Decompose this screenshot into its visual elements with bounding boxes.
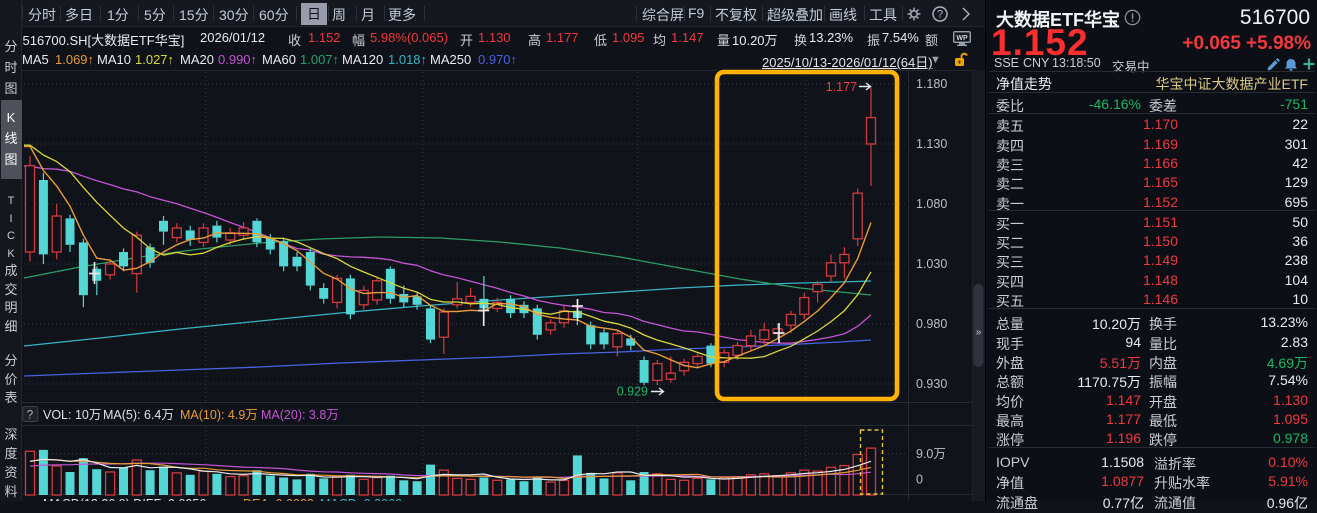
svg-text:1.080: 1.080 bbox=[916, 197, 947, 211]
svg-text:0.980: 0.980 bbox=[916, 317, 947, 331]
svg-text:0.929: 0.929 bbox=[617, 385, 648, 399]
svg-text:DEA: 0.0023: DEA: 0.0023 bbox=[243, 497, 314, 501]
svg-text:WP: WP bbox=[956, 35, 968, 42]
svg-text:MACD(12,26,9) DIFF: 0.0056: MACD(12,26,9) DIFF: 0.0056 bbox=[43, 497, 206, 501]
svg-text:MA(10): 4.9万: MA(10): 4.9万 bbox=[180, 408, 258, 422]
svg-text:»: » bbox=[976, 327, 982, 338]
svg-text:VOL: 10万: VOL: 10万 bbox=[43, 408, 101, 422]
svg-text:?: ? bbox=[937, 9, 943, 21]
svg-text:MA(5): 6.4万: MA(5): 6.4万 bbox=[103, 408, 174, 422]
svg-text:1.030: 1.030 bbox=[916, 257, 947, 271]
svg-text:MA(20): 3.8万: MA(20): 3.8万 bbox=[261, 408, 339, 422]
svg-text:?: ? bbox=[27, 410, 33, 422]
svg-text:9.0万: 9.0万 bbox=[916, 447, 946, 461]
svg-text:0: 0 bbox=[916, 473, 923, 487]
svg-text:0.930: 0.930 bbox=[916, 377, 947, 391]
svg-text:1.177: 1.177 bbox=[826, 80, 857, 94]
svg-text:MACD: 0.0066: MACD: 0.0066 bbox=[320, 497, 402, 501]
svg-text:1.130: 1.130 bbox=[916, 137, 947, 151]
svg-text:1.180: 1.180 bbox=[916, 77, 947, 91]
